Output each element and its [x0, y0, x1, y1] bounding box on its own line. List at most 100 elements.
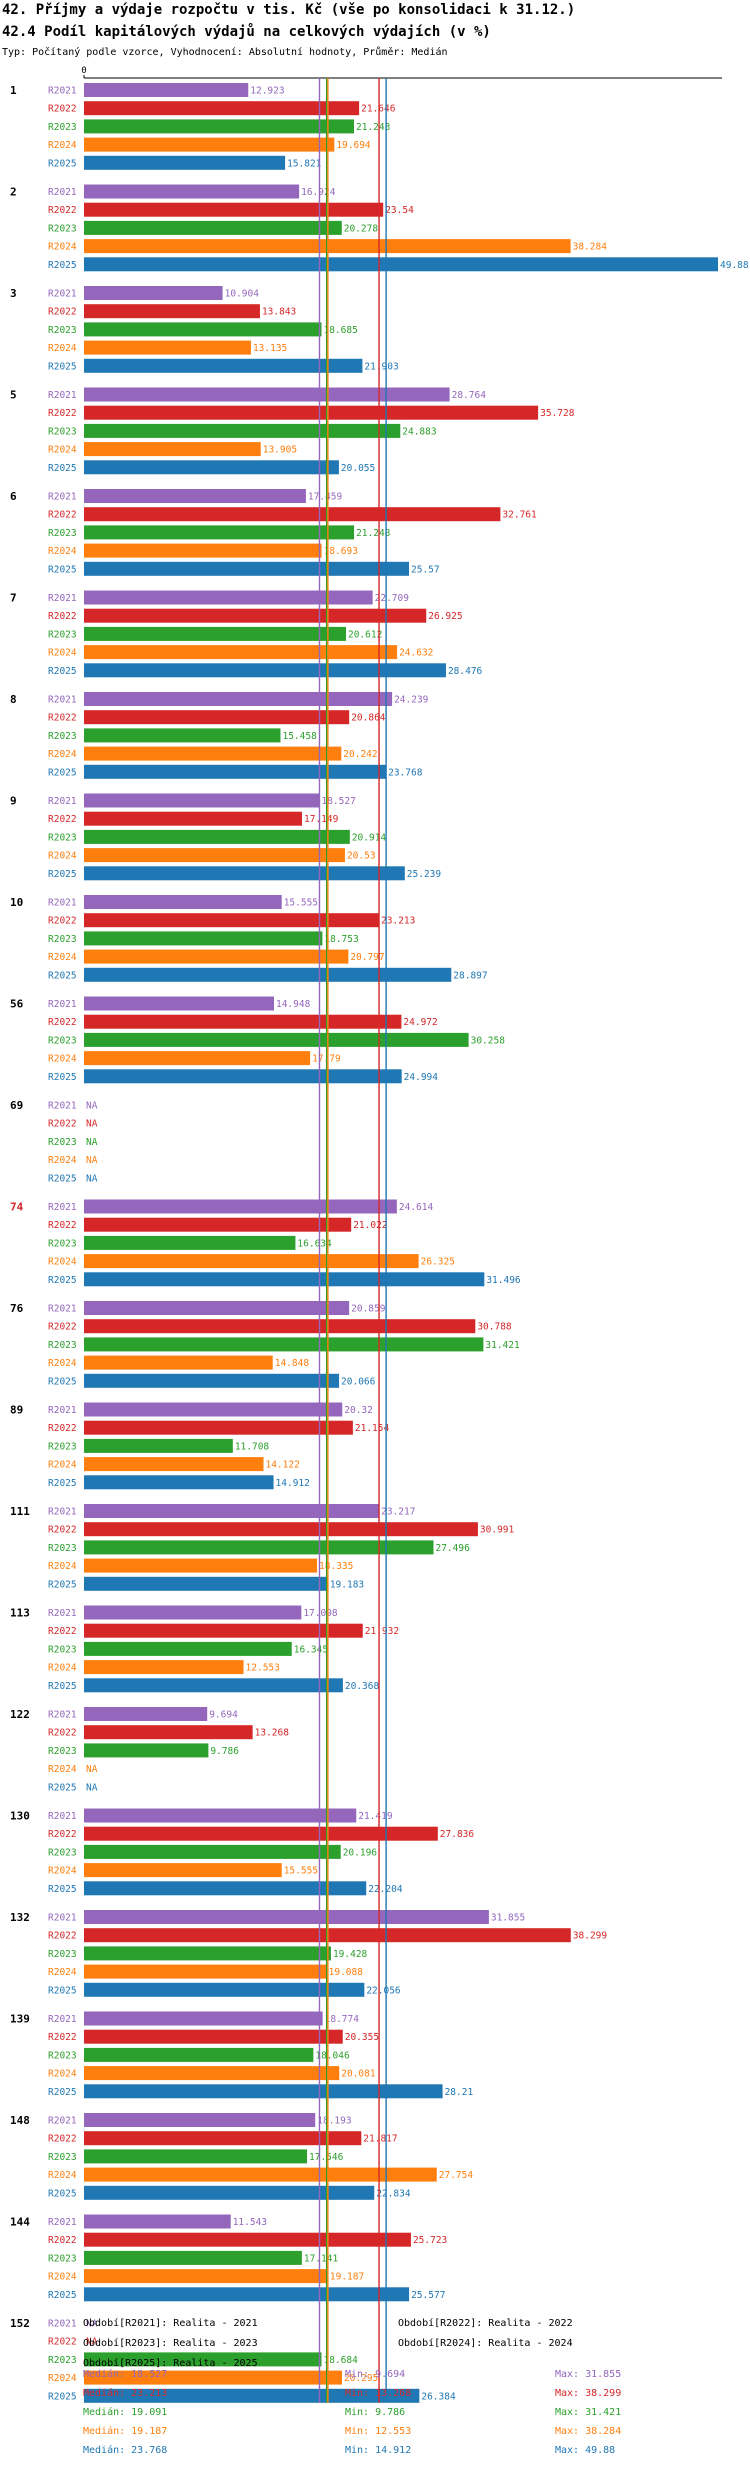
bar-value-label: 23.217: [381, 1507, 415, 1518]
series-tick-label: R2022: [48, 1829, 77, 1840]
series-tick-label: R2022: [48, 408, 77, 419]
series-tick-label: R2023: [48, 2355, 77, 2366]
bar: [84, 525, 355, 540]
bar-value-label: 18.693: [324, 546, 358, 557]
bar: [84, 931, 323, 946]
bar: [84, 1475, 274, 1490]
bar: [84, 626, 346, 641]
series-tick-label: R2021: [48, 593, 77, 604]
bar-value-label: 15.458: [282, 731, 317, 742]
bar: [84, 1946, 331, 1961]
category-label: 76: [10, 1302, 24, 1315]
bar: [84, 1199, 397, 1214]
bar-value-label: 25.57: [411, 564, 440, 575]
bar: [84, 405, 539, 420]
category-label: 10: [10, 896, 23, 909]
bar: [84, 202, 384, 217]
series-tick-label: R2023: [48, 1238, 77, 1249]
bar-value-label: 20.612: [348, 629, 382, 640]
bar-value-label: 17.141: [304, 2253, 339, 2264]
bar: [84, 692, 393, 706]
series-tick-label: R2022: [48, 1728, 77, 1739]
bar-value-label: 18.753: [324, 934, 358, 945]
bar-value-label: 20.066: [341, 1376, 376, 1387]
bar: [84, 2232, 411, 2247]
category-label: 8: [10, 693, 17, 706]
bar-value-label: 14.848: [275, 1358, 310, 1369]
bar-value-label: 18.685: [323, 325, 357, 336]
stat-median: Medián: 23.768: [83, 2445, 168, 2456]
category-label: 74: [10, 1201, 24, 1214]
series-tick-label: R2024: [48, 2272, 77, 2283]
bar-value-label: 12.923: [250, 86, 284, 97]
bar-value-label: 21.154: [355, 1423, 390, 1434]
series-tick-label: R2023: [48, 325, 77, 336]
category-label: 1: [10, 84, 17, 97]
bar: [84, 358, 363, 373]
series-tick-label: R2025: [48, 767, 77, 778]
na-label: NA: [86, 1173, 98, 1184]
series-tick-label: R2025: [48, 666, 77, 677]
series-tick-label: R2025: [48, 1478, 77, 1489]
series-tick-label: R2022: [48, 1626, 77, 1637]
category-label: 111: [10, 1505, 30, 1518]
series-tick-label: R2024: [48, 546, 77, 557]
series-tick-label: R2023: [48, 1035, 77, 1046]
bar: [84, 1558, 318, 1573]
bar-value-label: 30.258: [471, 1035, 506, 1046]
bar-value-label: 24.239: [394, 695, 429, 706]
bar: [84, 764, 387, 779]
series-tick-label: R2021: [48, 2116, 77, 2127]
series-tick-label: R2022: [48, 1423, 77, 1434]
series-tick-label: R2022: [48, 104, 77, 115]
bar-value-label: 25.723: [413, 2235, 447, 2246]
bar: [84, 1032, 469, 1047]
series-tick-label: R2023: [48, 934, 77, 945]
bar-value-label: 23.54: [385, 205, 414, 216]
bar-value-label: 18.684: [323, 2355, 358, 2366]
stat-median: Medián: 18.527: [83, 2369, 168, 2380]
bar-value-label: 20.081: [341, 2069, 376, 2080]
bar: [84, 1605, 302, 1620]
na-label: NA: [86, 2337, 98, 2348]
series-tick-label: R2022: [48, 2134, 77, 2145]
series-tick-label: R2023: [48, 1644, 77, 1655]
series-tick-label: R2025: [48, 260, 77, 271]
stat-min: Min: 12.553: [345, 2426, 412, 2437]
bar-value-label: 21.817: [363, 2134, 397, 2145]
category-label: 3: [10, 287, 17, 300]
bar-value-label: 16.924: [301, 187, 336, 198]
category-label: 148: [10, 2114, 30, 2127]
category-label: 144: [10, 2216, 30, 2229]
series-tick-label: R2021: [48, 1101, 77, 1112]
bar: [84, 1725, 253, 1740]
bar-value-label: 20.914: [352, 832, 387, 843]
bar: [84, 1540, 434, 1555]
bar: [84, 829, 350, 844]
series-tick-label: R2021: [48, 1811, 77, 1822]
bar-value-label: 21.243: [356, 122, 390, 133]
bar: [84, 119, 355, 134]
series-tick-label: R2023: [48, 1847, 77, 1858]
bar: [84, 489, 306, 503]
bar-value-label: 26.384: [421, 2391, 456, 2402]
bar-value-label: 9.786: [210, 1746, 239, 1757]
chart-title: 42.4 Podíl kapitálových výdajů na celkov…: [2, 24, 491, 40]
bar-value-label: 35.728: [540, 408, 575, 419]
category-label: 152: [10, 2317, 30, 2330]
stat-max: Max: 31.421: [555, 2407, 622, 2418]
bar: [84, 2388, 420, 2403]
bar-value-label: 16.345: [294, 1644, 328, 1655]
bar: [84, 423, 401, 438]
bar-value-label: 18.774: [325, 2014, 360, 2025]
series-tick-label: R2024: [48, 1257, 77, 1268]
bar: [84, 728, 281, 743]
stat-min: Min: 13.268: [345, 2388, 412, 2399]
series-tick-label: R2021: [48, 796, 77, 807]
series-tick-label: R2022: [48, 1931, 77, 1942]
bar-value-label: 20.797: [350, 952, 384, 963]
na-label: NA: [86, 1782, 98, 1793]
category-label: 89: [10, 1404, 23, 1417]
bar-value-label: 17.098: [303, 1608, 338, 1619]
bar: [84, 543, 322, 558]
